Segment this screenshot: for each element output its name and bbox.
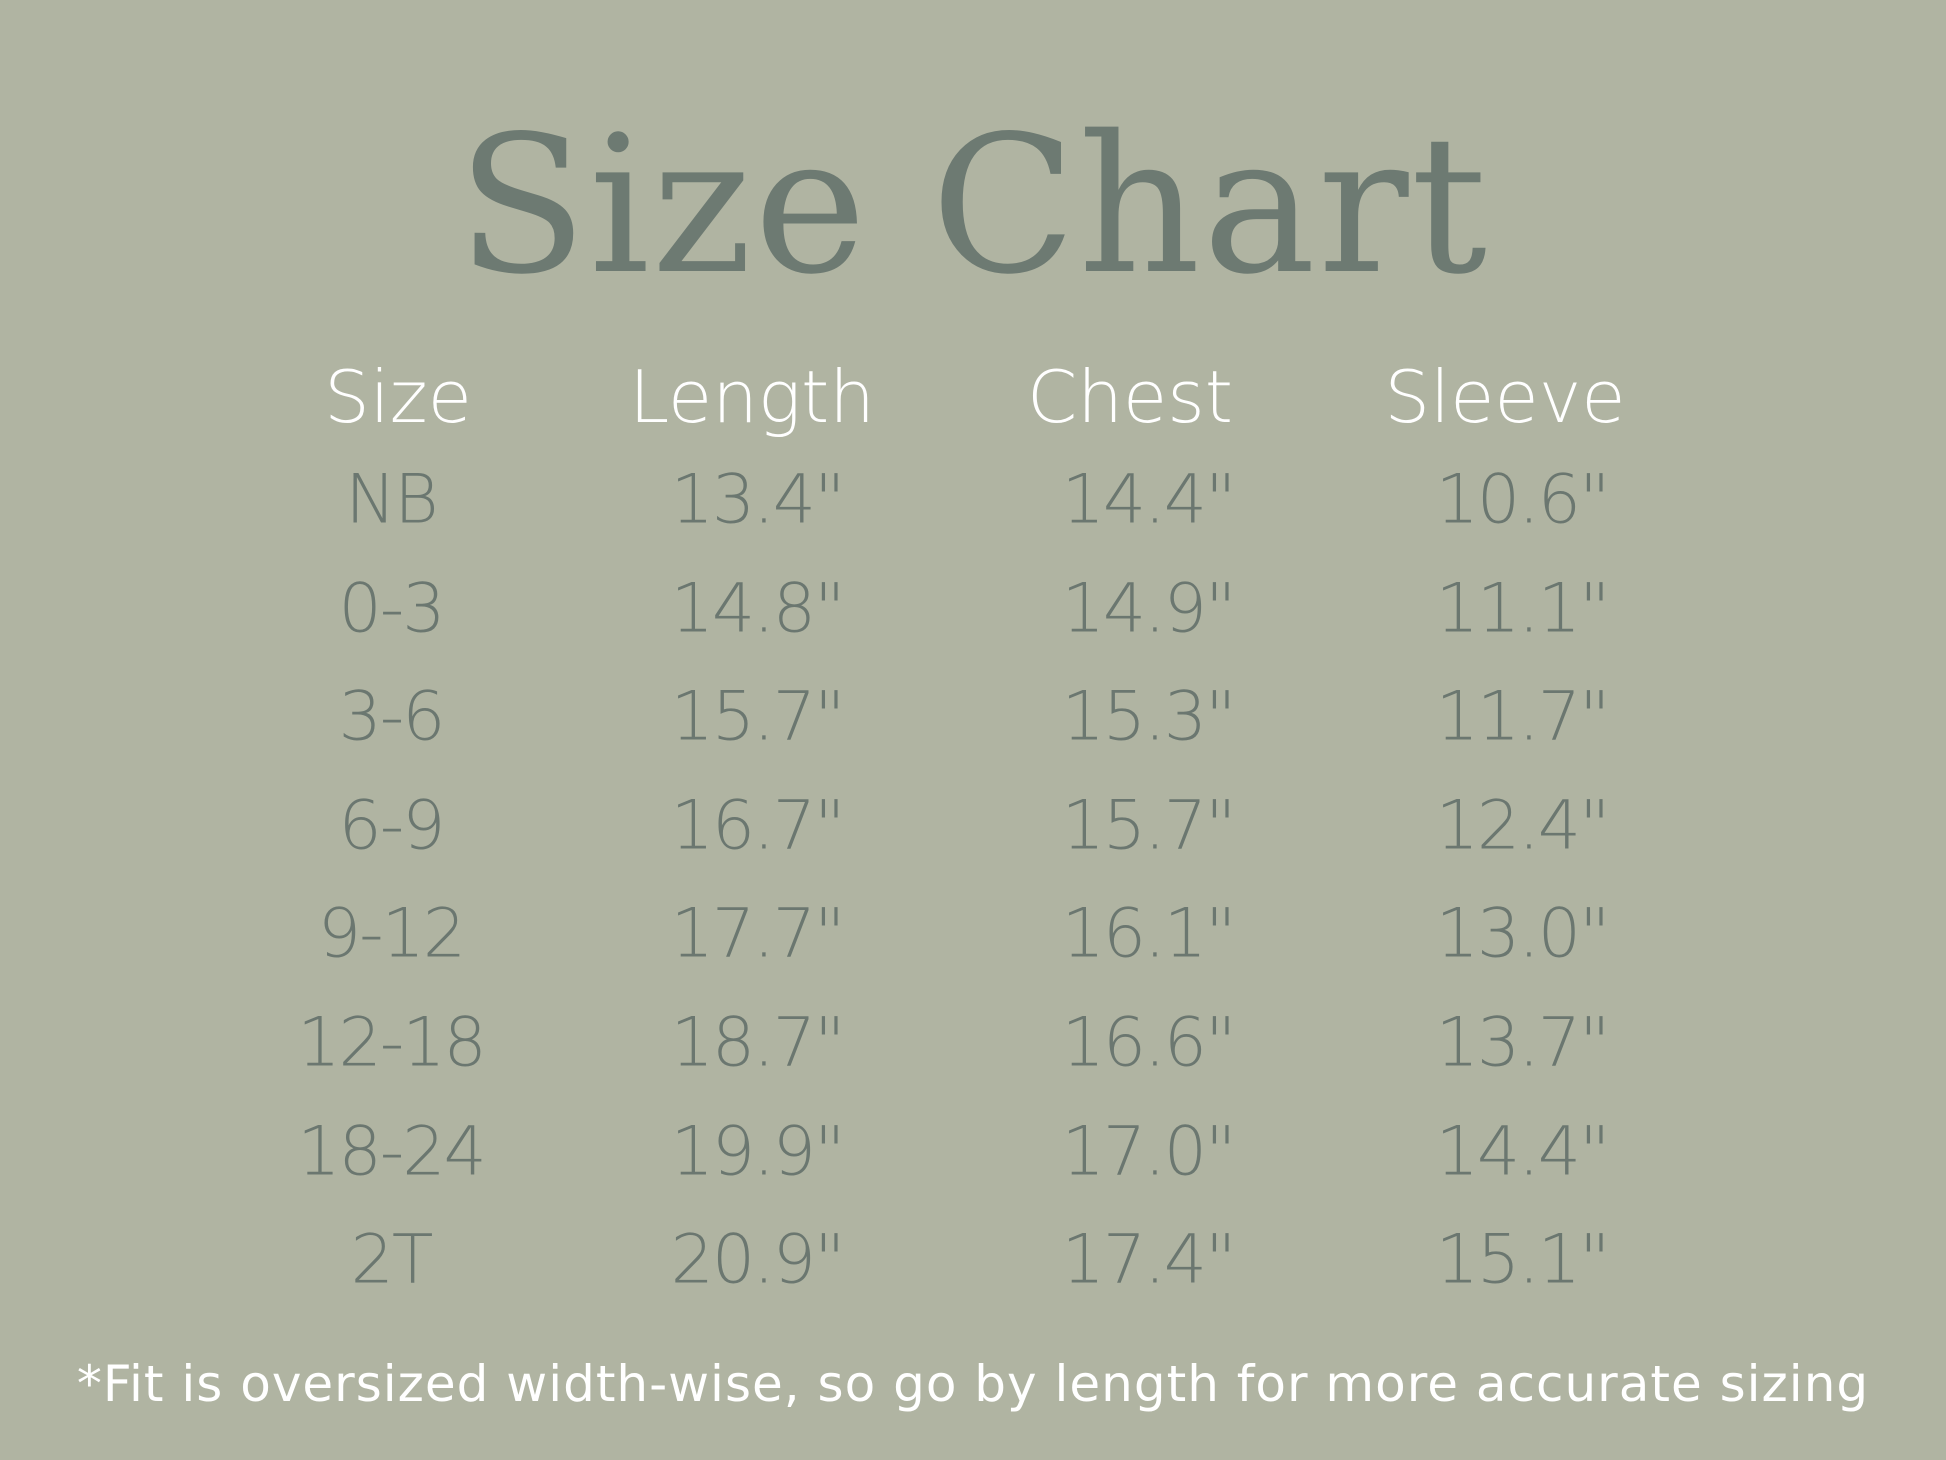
table-cell-length: 14.8": [670, 569, 846, 649]
table-cell-chest: 17.0": [1061, 1112, 1237, 1192]
table-cell-chest: 14.4": [1061, 460, 1237, 540]
table-cell-chest: 16.6": [1061, 1003, 1237, 1083]
table-cell-length: 15.7": [670, 677, 846, 757]
table-cell-size: NB: [345, 460, 438, 540]
table-cell-sleeve: 15.1": [1435, 1220, 1611, 1300]
table-cell-sleeve: 10.6": [1435, 460, 1611, 540]
table-cell-length: 20.9": [670, 1220, 846, 1300]
table-cell-size: 18-24: [297, 1112, 487, 1192]
column-header-size: Size: [324, 355, 472, 439]
footnote: *Fit is oversized width-wise, so go by l…: [76, 1355, 1870, 1413]
table-cell-length: 18.7": [670, 1003, 846, 1083]
table-cell-length: 19.9": [670, 1112, 846, 1192]
column-header-length: Length: [629, 355, 875, 439]
table-cell-sleeve: 13.0": [1435, 894, 1611, 974]
page-title: Size Chart: [456, 95, 1490, 316]
table-cell-sleeve: 14.4": [1435, 1112, 1611, 1192]
table-cell-length: 17.7": [670, 894, 846, 974]
table-cell-chest: 17.4": [1061, 1220, 1237, 1300]
table-cell-length: 16.7": [670, 786, 846, 866]
table-cell-size: 6-9: [338, 786, 445, 866]
table-cell-size: 2T: [350, 1220, 434, 1300]
table-cell-size: 12-18: [297, 1003, 487, 1083]
table-cell-chest: 16.1": [1061, 894, 1237, 974]
table-cell-size: 3-6: [338, 677, 445, 757]
table-cell-sleeve: 11.7": [1435, 677, 1611, 757]
table-cell-chest: 15.3": [1061, 677, 1237, 757]
table-cell-sleeve: 12.4": [1435, 786, 1611, 866]
table-cell-size: 0-3: [338, 569, 445, 649]
column-header-sleeve: Sleeve: [1384, 355, 1626, 439]
table-cell-sleeve: 13.7": [1435, 1003, 1611, 1083]
table-cell-chest: 14.9": [1061, 569, 1237, 649]
table-cell-chest: 15.7": [1061, 786, 1237, 866]
table-cell-size: 9-12: [317, 894, 466, 974]
table-cell-sleeve: 11.1": [1435, 569, 1611, 649]
column-header-chest: Chest: [1027, 355, 1233, 439]
table-cell-length: 13.4": [670, 460, 846, 540]
